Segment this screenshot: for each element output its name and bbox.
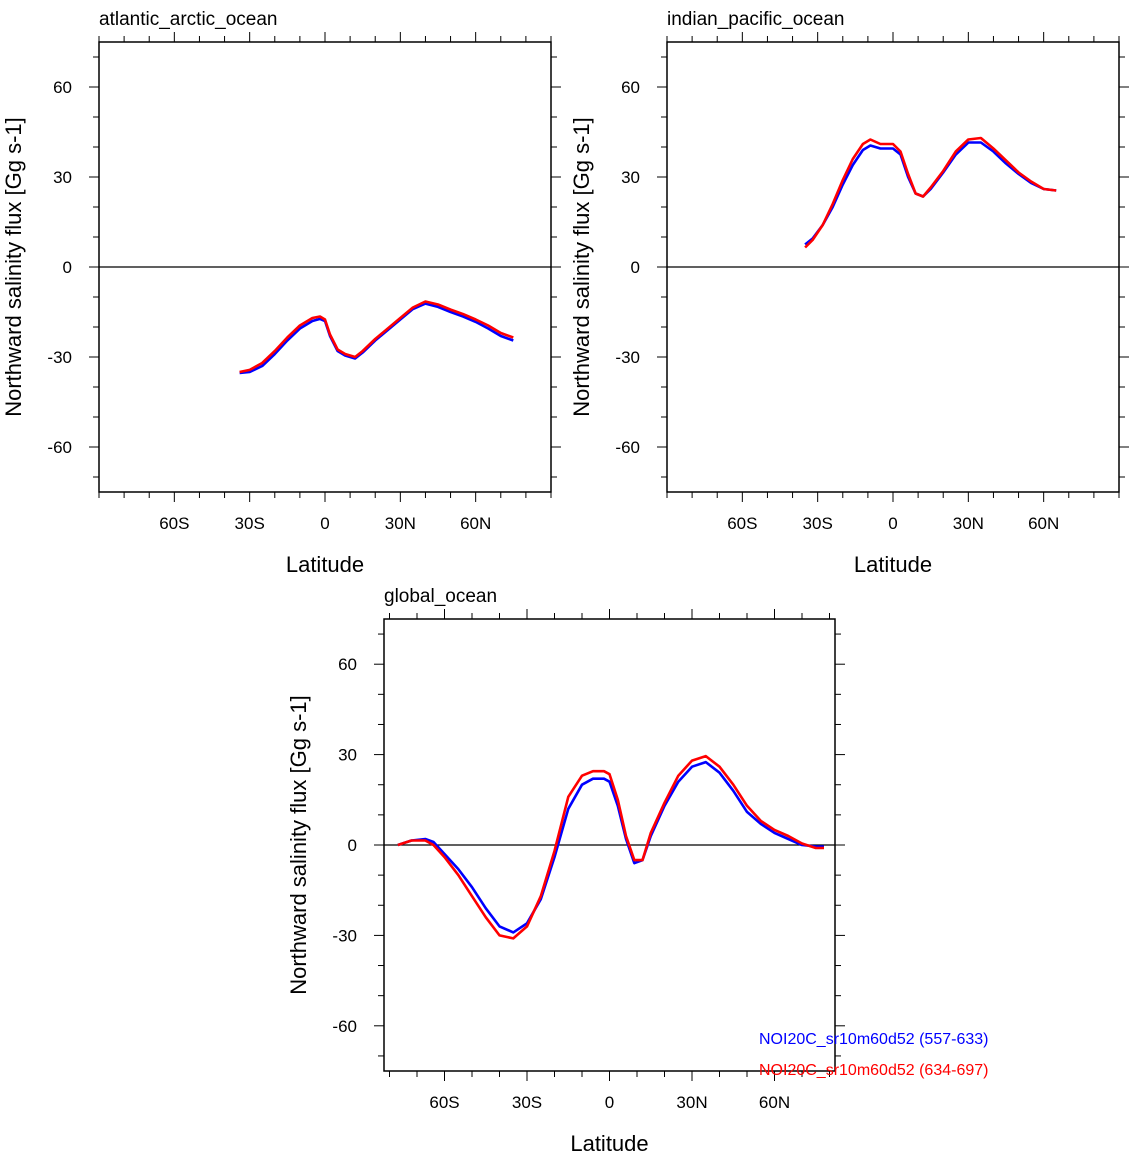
y-axis-title: Northward salinity flux [Gg s-1]: [286, 695, 311, 995]
y-tick-label: 30: [621, 168, 640, 187]
y-tick-label: -30: [615, 348, 640, 367]
y-tick-label: -60: [615, 438, 640, 457]
series-line-1: [804, 136, 1057, 249]
y-tick-label: 60: [53, 78, 72, 97]
x-axis-title: Latitude: [570, 1131, 648, 1156]
panel-title: atlantic_arctic_ocean: [99, 9, 278, 30]
x-axis-title: Latitude: [286, 552, 364, 577]
y-tick-label: 30: [338, 746, 357, 765]
series-line-1: [239, 300, 514, 374]
x-tick-label: 60N: [759, 1093, 790, 1112]
x-tick-label: 60S: [429, 1093, 459, 1112]
y-tick-label: 30: [53, 168, 72, 187]
y-tick-label: -30: [332, 926, 357, 945]
x-tick-label: 0: [888, 514, 897, 533]
y-axis-title: Northward salinity flux [Gg s-1]: [569, 117, 594, 417]
y-tick-label: 60: [338, 655, 357, 674]
x-tick-label: 30S: [235, 514, 265, 533]
x-tick-label: 30S: [803, 514, 833, 533]
series-line-0: [397, 760, 824, 934]
panel-indian-pacific-ocean: 60S 30S 0 30N 60N 60 30 0 -30 -60 indian_pacific_o…: [569, 9, 1129, 577]
y-tick-label: -60: [332, 1017, 357, 1036]
y-tick-label: 60: [621, 78, 640, 97]
panel-atlantic-arctic-ocean: 60S 30S 0 30N 60N 60 30 0 -30 -60 atlantic_arctic_…: [1, 9, 561, 577]
series-line-0: [804, 141, 1057, 246]
legend-entry-1: NOI20C_sr10m60d52 (634-697): [759, 1062, 988, 1079]
x-tick-label: 0: [320, 514, 329, 533]
x-tick-label: 0: [605, 1093, 614, 1112]
x-tick-label: 60S: [727, 514, 757, 533]
x-tick-label: 30N: [385, 514, 416, 533]
x-tick-label: 30N: [676, 1093, 707, 1112]
y-tick-label: 0: [63, 258, 72, 277]
x-tick-label: 30N: [953, 514, 984, 533]
panel-global-ocean: 60S 30S 0 30N 60N 60 30 0 -30 -60 global_ocean Lati…: [286, 586, 988, 1156]
y-tick-label: 0: [631, 258, 640, 277]
x-tick-label: 60N: [460, 514, 491, 533]
panel-title: indian_pacific_ocean: [667, 9, 844, 30]
panel-title: global_ocean: [384, 586, 497, 607]
y-axis-title: Northward salinity flux [Gg s-1]: [1, 117, 26, 417]
legend-entry-0: NOI20C_sr10m60d52 (557-633): [759, 1031, 988, 1048]
x-axis-title: Latitude: [854, 552, 932, 577]
y-tick-label: 0: [348, 836, 357, 855]
x-tick-label: 60S: [159, 514, 189, 533]
x-tick-label: 30S: [512, 1093, 542, 1112]
y-tick-label: -30: [47, 348, 72, 367]
y-tick-label: -60: [47, 438, 72, 457]
x-tick-label: 60N: [1028, 514, 1059, 533]
series-line-1: [397, 754, 824, 940]
